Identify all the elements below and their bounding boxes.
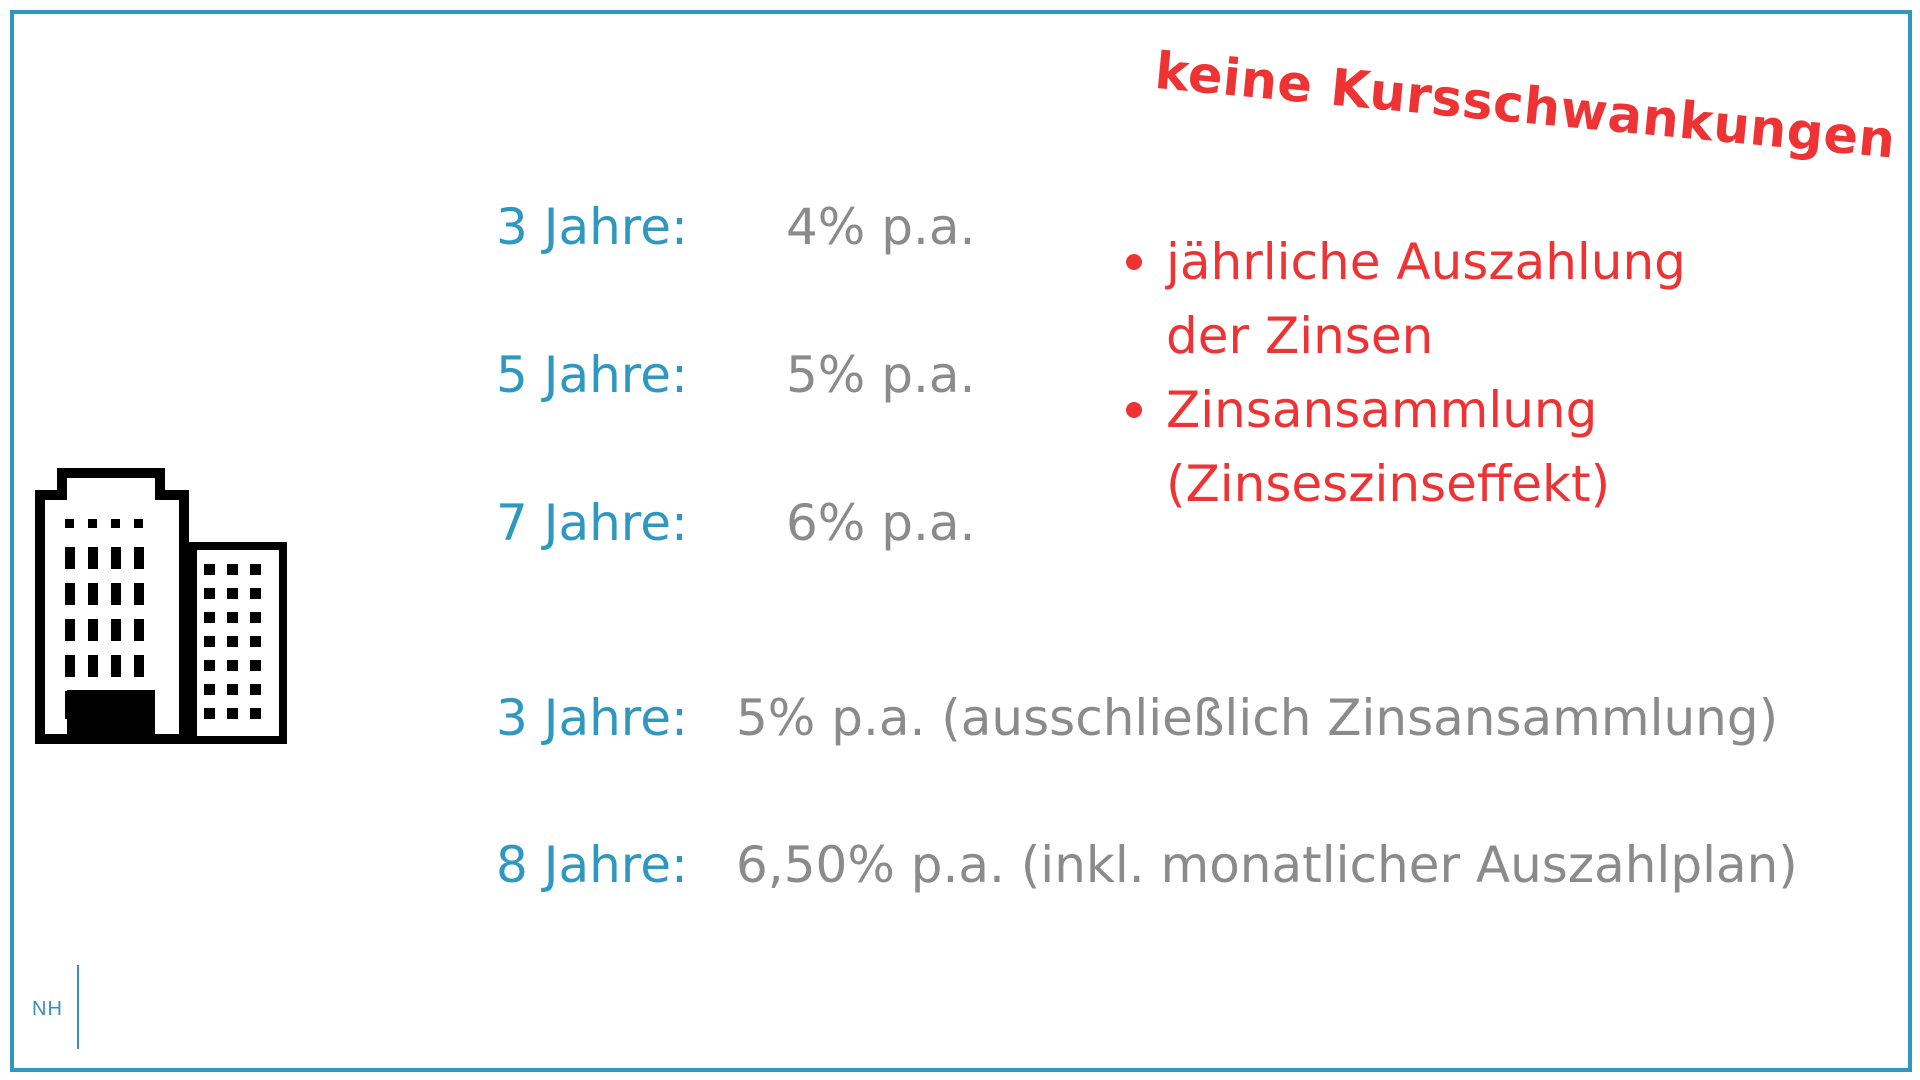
- nh-logo: NH: [32, 965, 80, 1049]
- benefit-item-interest-accumulation: Zinsansammlung (Zinseszinseffekt): [1120, 373, 1686, 521]
- benefit-text: der Zinsen: [1166, 307, 1434, 365]
- rate-value: 5% p.a.: [786, 346, 976, 404]
- rate-term: 3 Jahre:: [496, 198, 688, 256]
- logo-divider: [77, 965, 79, 1049]
- rate-term: 3 Jahre:: [496, 689, 688, 747]
- rate-value: 6,50% p.a. (inkl. monatlicher Auszahlpla…: [736, 836, 1798, 894]
- rate-value: 5% p.a. (ausschließlich Zinsansammlung): [736, 689, 1779, 747]
- benefit-text: (Zinseszinseffekt): [1166, 455, 1611, 513]
- benefit-item-annual-payout: jährliche Auszahlung der Zinsen: [1120, 225, 1686, 373]
- logo-text: NH: [32, 998, 63, 1020]
- rate-term: 8 Jahre:: [496, 836, 688, 894]
- benefits-list: jährliche Auszahlung der Zinsen Zinsansa…: [1120, 225, 1686, 521]
- bullet-icon: [1126, 254, 1142, 270]
- rate-term: 7 Jahre:: [496, 494, 688, 552]
- rate-term: 5 Jahre:: [496, 346, 688, 404]
- office-building-icon: [35, 468, 287, 744]
- benefit-text: jährliche Auszahlung: [1166, 233, 1686, 291]
- rate-value: 6% p.a.: [786, 494, 976, 552]
- benefit-text: Zinsansammlung: [1166, 381, 1598, 439]
- rate-value: 4% p.a.: [786, 198, 976, 256]
- slide-frame: [10, 10, 1912, 1072]
- bullet-icon: [1126, 402, 1142, 418]
